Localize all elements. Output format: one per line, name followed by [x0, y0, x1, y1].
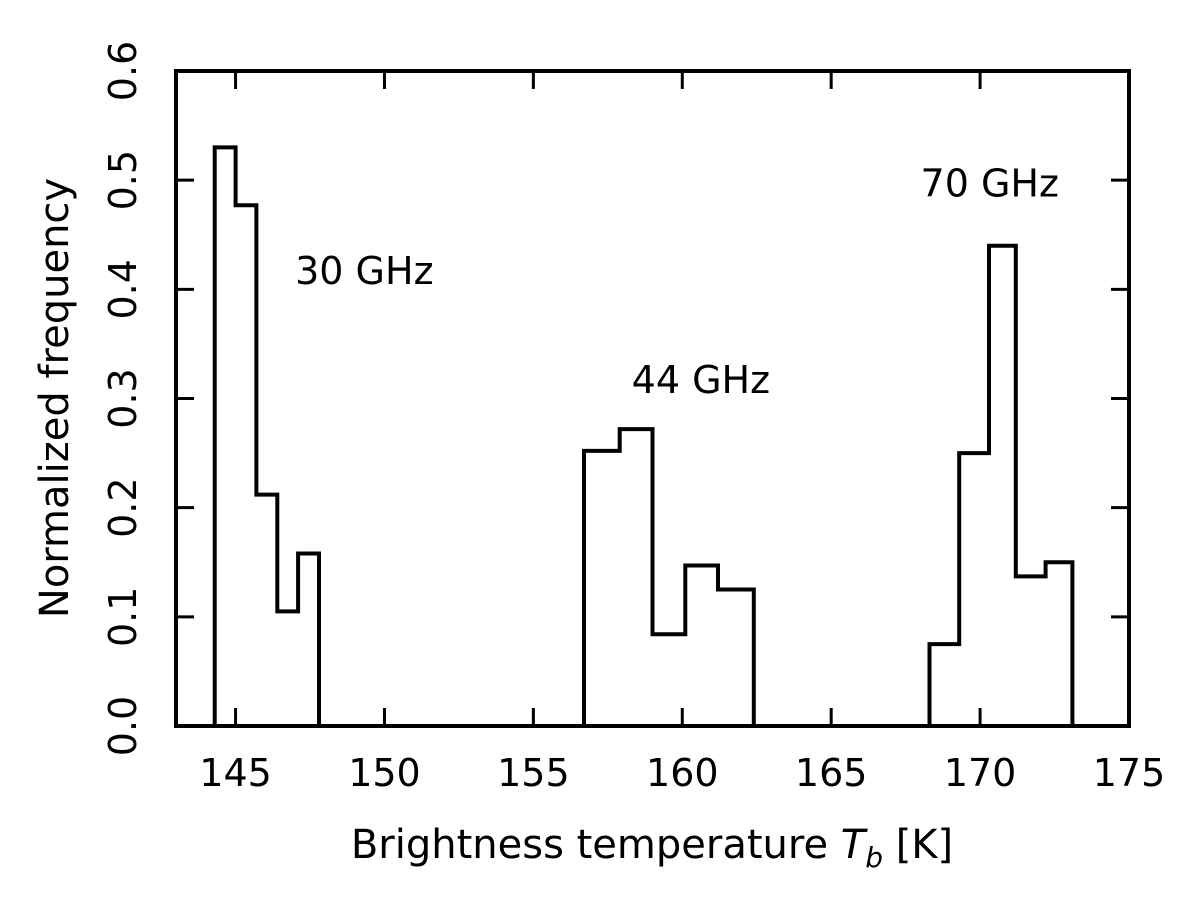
annotation-1: 44 GHz: [632, 358, 770, 402]
histogram-series-1: [582, 427, 756, 726]
annotation-layer: 30 GHz 44 GHz 70 GHz: [295, 162, 1059, 402]
y-tick-label-1: 0.1: [101, 587, 145, 647]
y-tick-label-3: 0.3: [101, 368, 145, 428]
y-tick-label-0: 0.0: [101, 696, 145, 756]
x-tick-label-170: 170: [944, 751, 1017, 795]
tick-label-layer: 145 150 155 160 165 170 175 0.0 0.1 0.2 0.3 0.4 0.5 0…: [101, 41, 1165, 795]
y-axis-label: Normalized frequency: [32, 178, 78, 618]
x-tick-label-150: 150: [348, 751, 421, 795]
x-tick-label-145: 145: [199, 751, 272, 795]
x-tick-label-155: 155: [497, 751, 570, 795]
annotation-0: 30 GHz: [295, 249, 433, 293]
y-tick-label-6: 0.6: [101, 41, 145, 101]
tick-layer: [176, 69, 1131, 728]
histogram-series-0: [212, 145, 321, 726]
annotation-2: 70 GHz: [921, 162, 1059, 206]
y-tick-label-2: 0.2: [101, 477, 145, 537]
y-tick-label-4: 0.4: [101, 259, 145, 319]
x-tick-label-175: 175: [1093, 751, 1166, 795]
x-tick-label-160: 160: [646, 751, 719, 795]
y-tick-label-5: 0.5: [101, 150, 145, 210]
x-tick-label-165: 165: [795, 751, 868, 795]
histogram-series-layer: [212, 145, 1075, 726]
x-axis-label: Brightness temperature Tb [K]: [351, 822, 953, 874]
histogram-series-2: [927, 243, 1075, 726]
